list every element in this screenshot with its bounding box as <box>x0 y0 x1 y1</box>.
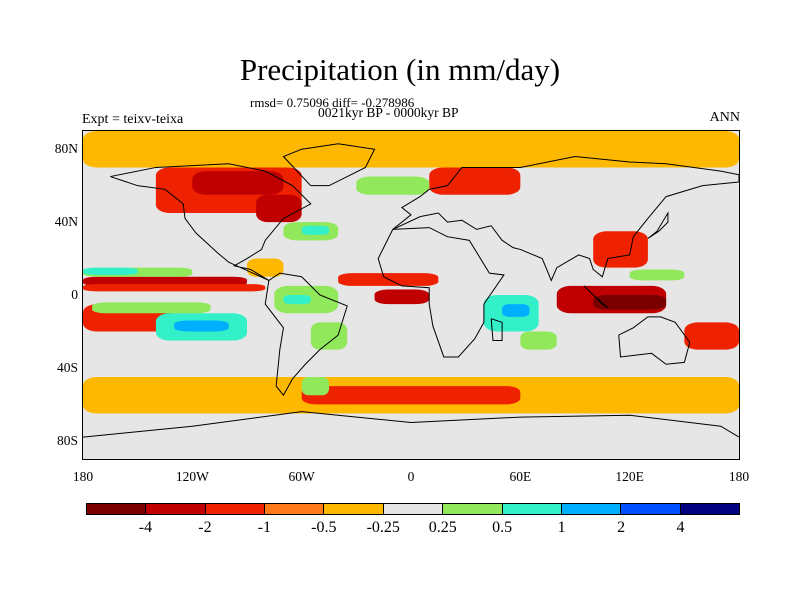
anomaly-region-32 <box>301 377 329 396</box>
colorbar-box-8 <box>561 504 622 514</box>
anomaly-region-31 <box>684 322 739 350</box>
coastline-1 <box>264 272 348 397</box>
season-label: ANN <box>709 110 740 125</box>
colorbar-label: -1 <box>257 519 272 536</box>
latitude-tick-label: 80N <box>54 141 78 157</box>
anomaly-region-10 <box>256 194 302 223</box>
colorbar-box-10 <box>680 504 739 514</box>
precip-anomaly-map <box>82 130 740 460</box>
colorbar-label: 2 <box>617 519 626 536</box>
colorbar-label: 0.5 <box>492 519 513 536</box>
coastline-3 <box>392 156 739 282</box>
colorbar-label: -4 <box>138 519 153 536</box>
colorbar-box-1 <box>146 504 206 514</box>
anomaly-region-26 <box>429 167 521 195</box>
latitude-tick-label: 0 <box>71 287 78 302</box>
latitude-tick-label: 80S <box>56 432 78 448</box>
colorbar-box-9 <box>621 504 681 514</box>
latitude-tick-label: 40N <box>54 214 78 230</box>
coastline-4 <box>618 316 691 365</box>
colorbar-label: -2 <box>198 519 212 536</box>
anomaly-region-24 <box>593 231 648 268</box>
latitude-tick-label: 40S <box>56 359 78 375</box>
stats-line: rmsd= 0.75096 diff= -0.278986 <box>250 95 415 110</box>
coastline-6 <box>282 143 376 187</box>
colorbar <box>86 503 740 515</box>
colorbar-label: -0.5 <box>311 519 337 536</box>
experiment-label: Expt = teixv-teixa <box>82 112 184 127</box>
longitude-tick-label: 180 <box>728 469 750 484</box>
anomaly-region-9 <box>192 171 284 195</box>
anomaly-region-23 <box>593 295 667 310</box>
longitude-tick-label: 120E <box>615 469 644 484</box>
anomaly-region-16 <box>310 322 348 350</box>
longitude-tick-label: 0 <box>407 469 415 484</box>
coastline-0 <box>110 163 312 281</box>
anomaly-region-20 <box>502 304 530 317</box>
colorbar-label: 4 <box>676 519 685 536</box>
coastline-8 <box>583 285 609 309</box>
anomaly-region-21 <box>520 331 557 350</box>
anomaly-region-7 <box>83 267 138 275</box>
anomaly-region-5 <box>92 302 211 314</box>
anomaly-region-25 <box>629 269 685 281</box>
longitude-tick-label: 180 <box>72 469 94 484</box>
anomaly-region-29 <box>301 386 521 405</box>
coastline-5 <box>83 411 739 438</box>
colorbar-box-3 <box>265 504 325 514</box>
colorbar-box-0 <box>87 504 147 514</box>
colorbar-label: 0.25 <box>428 519 457 536</box>
coastline-7 <box>490 318 503 342</box>
longitude-tick-label: 60W <box>288 469 315 484</box>
plot-title: Precipitation (in mm/day) <box>239 52 561 87</box>
coastline-9 <box>647 211 669 239</box>
anomaly-region-12 <box>301 225 329 235</box>
anomaly-region-30 <box>83 131 739 168</box>
colorbar-label: 1 <box>557 519 566 536</box>
anomaly-region-4 <box>174 320 229 332</box>
colorbar-box-4 <box>324 504 384 514</box>
colorbar-box-5 <box>383 504 444 514</box>
anomaly-region-18 <box>374 289 430 305</box>
anomaly-region-27 <box>356 176 430 195</box>
coastline-2 <box>377 227 505 358</box>
longitude-tick-label: 120W <box>175 469 209 484</box>
anomaly-region-0 <box>83 276 247 286</box>
map-canvas <box>83 131 739 459</box>
longitude-tick-label: 60E <box>509 469 532 484</box>
colorbar-label: -0.25 <box>366 519 400 536</box>
colorbar-box-2 <box>205 504 266 514</box>
anomaly-region-1 <box>83 284 266 292</box>
anomaly-region-15 <box>283 295 311 305</box>
colorbar-box-7 <box>502 504 562 514</box>
period-line: 0021kyr BP - 0000kyr BP <box>318 105 459 120</box>
colorbar-box-6 <box>443 504 503 514</box>
